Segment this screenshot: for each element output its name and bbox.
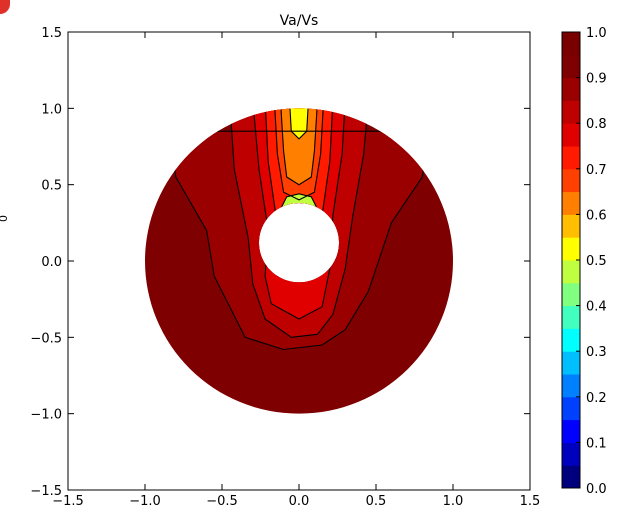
colorbar-tick-label: 0.7 xyxy=(586,163,607,178)
y-tick-label: 0.0 xyxy=(41,255,62,270)
x-tick-label: 0.0 xyxy=(289,494,310,509)
corner-mark xyxy=(0,0,10,14)
plot-area xyxy=(145,108,453,414)
y-tick-label: 0.5 xyxy=(41,179,62,194)
colorbar-tick-label: 0.5 xyxy=(586,254,607,269)
contour-line-core-0.5 xyxy=(289,108,309,140)
colorbar-segment xyxy=(562,328,580,352)
y-tick-label: −1.0 xyxy=(30,408,62,423)
contour-line-band-0.85 xyxy=(167,130,431,351)
chart-title: Va/Vs xyxy=(280,13,319,29)
colorbar-segment xyxy=(562,237,580,261)
colorbar-tick-label: 0.2 xyxy=(586,391,607,406)
x-tick-label: 1.0 xyxy=(443,494,464,509)
colorbar-segment xyxy=(562,100,580,124)
region-background-level xyxy=(145,108,453,414)
contour-line-band-0.8 xyxy=(229,108,369,338)
colorbar-segment xyxy=(562,396,580,421)
x-tick-label: 1.5 xyxy=(520,494,541,509)
colorbar-segment xyxy=(562,351,580,375)
x-tick-label: −0.5 xyxy=(206,494,238,509)
colorbar-segment xyxy=(562,465,580,489)
colorbar-tick-label: 1.0 xyxy=(586,26,607,41)
region-core-0.5 xyxy=(289,108,309,139)
x-tick-label: 0.5 xyxy=(366,494,387,509)
colorbar-segment xyxy=(562,442,580,466)
x-axis: −1.5 −1.0 −0.5 0.0 0.5 1.0 1.5 xyxy=(52,32,540,509)
colorbar-tick-label: 0.6 xyxy=(586,208,607,223)
colorbar-segment xyxy=(562,146,580,170)
y-tick-label: 1.5 xyxy=(41,26,62,41)
colorbar-tick-label: 0.3 xyxy=(586,345,607,360)
region-band-0.6 xyxy=(280,108,318,185)
colorbar-segment xyxy=(562,374,580,398)
colorbar-segment xyxy=(562,123,580,147)
colorbar-segment xyxy=(562,54,580,79)
colorbar-tick-label: 0.4 xyxy=(586,300,607,315)
colorbar-segment xyxy=(562,32,580,56)
colorbar: 1.0 0.9 0.8 0.7 0.6 0.5 0.4 0.3 0.2 0.1 0.0 xyxy=(561,26,607,497)
y-axis: 1.5 1.0 0.5 0.0 −0.5 −1.0 −1.5 xyxy=(30,26,530,499)
y-tick-label: −1.5 xyxy=(30,484,62,499)
colorbar-segment xyxy=(562,260,580,284)
colorbar-segment xyxy=(562,191,580,215)
colorbar-segment xyxy=(562,419,580,443)
colorbar-tick-label: 0.8 xyxy=(586,117,607,132)
colorbar-segment xyxy=(562,305,580,329)
y-tick-label: −0.5 xyxy=(30,331,62,346)
colorbar-tick-label: 0.1 xyxy=(586,436,607,451)
x-tick-label: −1.0 xyxy=(129,494,161,509)
colorbar-segment xyxy=(562,168,580,193)
colorbar-segment xyxy=(562,77,580,101)
y-tick-label: 1.0 xyxy=(41,102,62,117)
contour-field xyxy=(145,108,453,414)
axes-frame xyxy=(67,31,531,491)
colorbar-segment xyxy=(562,282,580,307)
colorbar-tick-label: 0.0 xyxy=(586,482,607,497)
colorbar-tick-label: 0.9 xyxy=(586,72,607,87)
x-tick-label: −1.5 xyxy=(52,494,84,509)
colorbar-segment xyxy=(562,214,580,238)
